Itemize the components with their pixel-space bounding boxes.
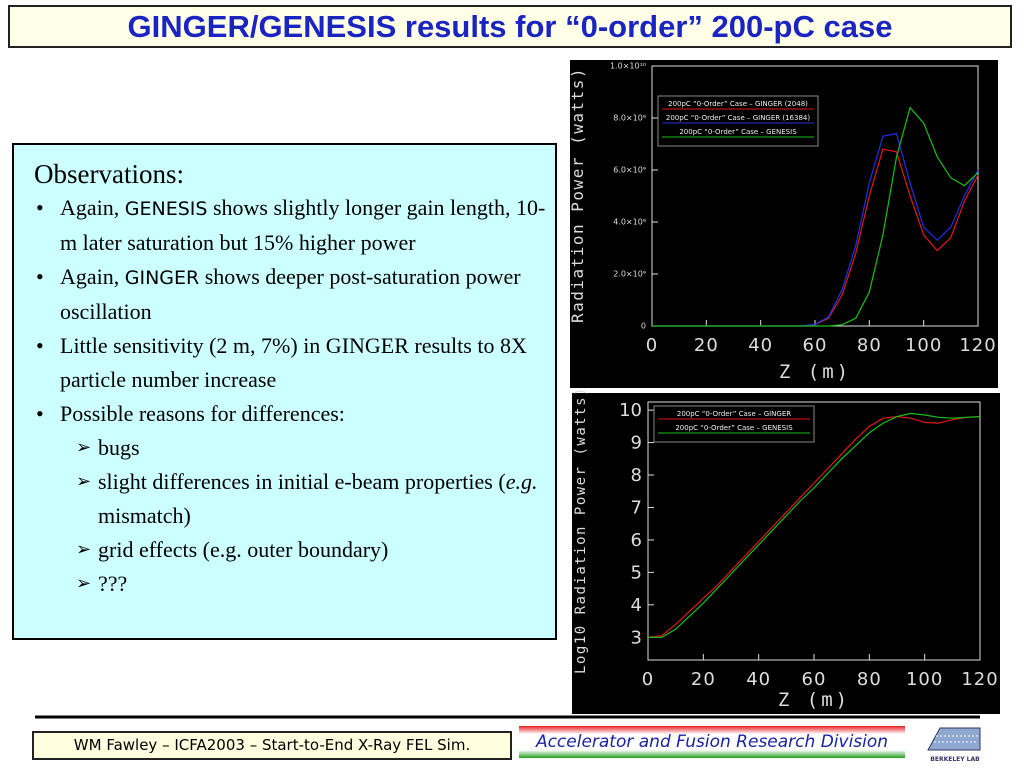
y-axis-label: Log10 Radiation Power (watts) xyxy=(573,386,589,674)
y-tick-label: 6.0×10⁹ xyxy=(613,166,646,175)
x-tick-label: 100 xyxy=(905,335,942,356)
footer-right: Accelerator and Fusion Research Division xyxy=(519,726,905,758)
x-tick-label: 40 xyxy=(746,669,771,690)
bullet: Little sensitivity (2 m, 7%) in GINGER r… xyxy=(34,329,549,397)
y-axis-label: Radiation Power (watts) xyxy=(568,67,587,323)
x-tick-label: 40 xyxy=(748,335,773,356)
sub-bullet: slight differences in initial e-beam pro… xyxy=(34,465,549,533)
series-line xyxy=(648,412,981,638)
y-tick-label: 6 xyxy=(631,530,642,551)
x-tick-label: 20 xyxy=(694,335,719,356)
logo-icon xyxy=(927,727,981,751)
slide-title: GINGER/GENESIS results for “0-order” 200… xyxy=(8,5,1012,48)
logo-text: BERKELEY LAB xyxy=(930,756,980,763)
bullets: Again, GENESIS shows slightly longer gai… xyxy=(34,191,549,601)
series-line xyxy=(652,106,979,327)
y-tick-label: 3 xyxy=(631,627,642,648)
text: Again, xyxy=(60,195,125,220)
sub-bullet: grid effects (e.g. outer boundary) xyxy=(34,533,549,567)
bullet: Again, GENESIS shows slightly longer gai… xyxy=(34,191,549,260)
y-tick-label: 10 xyxy=(619,400,642,421)
sub-bullet: ??? xyxy=(34,567,549,601)
legend-box xyxy=(653,405,815,443)
legend-label: 200pC “0-Order” Case – GENESIS xyxy=(675,424,793,432)
text: e.g. xyxy=(505,469,538,494)
code: GINGER xyxy=(124,267,200,289)
x-tick-label: 80 xyxy=(857,669,882,690)
text: mismatch) xyxy=(98,503,191,528)
logo: BERKELEY LAB xyxy=(920,720,990,764)
x-tick-label: 80 xyxy=(857,335,882,356)
x-tick-label: 60 xyxy=(803,335,828,356)
y-tick-label: 8.0×10⁹ xyxy=(613,114,646,123)
text: slight differences in initial e-beam pro… xyxy=(98,469,506,494)
code: GENESIS xyxy=(124,198,208,220)
text: Little sensitivity (2 m, 7%) in GINGER r… xyxy=(60,333,527,392)
sub-bullet: bugs xyxy=(34,431,549,465)
footer-left: WM Fawley – ICFA2003 – Start-to-End X-Ra… xyxy=(32,731,512,760)
y-tick-label: 4.0×10⁹ xyxy=(613,218,646,227)
legend-label: 200pC “0-Order” Case – GINGER (16384) xyxy=(666,114,810,122)
y-tick-label: 8 xyxy=(631,465,642,486)
bullet: Possible reasons for differences: xyxy=(34,397,549,431)
legend-label: 200pC “0-Order” Case – GINGER (2048) xyxy=(668,100,808,108)
text: bugs xyxy=(98,435,140,460)
text: shows slightly longer gain length, 10-m … xyxy=(60,195,546,255)
y-tick-label: 9 xyxy=(631,433,642,454)
x-axis-label: Z (m) xyxy=(778,689,850,711)
series-line xyxy=(647,415,981,638)
x-tick-label: 120 xyxy=(961,669,998,690)
observations-box: Observations: Again, GENESIS shows sligh… xyxy=(12,143,557,640)
text: ??? xyxy=(98,571,128,596)
x-tick-label: 0 xyxy=(646,335,658,356)
legend-label: 200pC “0-Order” Case – GINGER xyxy=(677,410,791,418)
x-tick-label: 0 xyxy=(642,669,654,690)
y-tick-label: 5 xyxy=(631,562,642,583)
text: shows deeper post-saturation power oscil… xyxy=(60,264,521,324)
legend-box xyxy=(657,95,819,147)
x-tick-label: 100 xyxy=(906,669,943,690)
y-tick-label: 2.0×10⁹ xyxy=(613,270,646,279)
x-tick-label: 20 xyxy=(691,669,716,690)
text: Again, xyxy=(60,264,125,289)
x-axis-label: Z (m) xyxy=(779,361,851,383)
x-tick-label: 60 xyxy=(802,669,827,690)
y-tick-label: 4 xyxy=(631,595,642,616)
x-tick-label: 120 xyxy=(959,335,996,356)
y-tick-label: 7 xyxy=(631,497,642,518)
bullet: Again, GINGER shows deeper post-saturati… xyxy=(34,260,549,329)
legend-label: 200pC “0-Order” Case – GENESIS xyxy=(679,128,797,136)
y-tick-label: 0 xyxy=(641,322,646,331)
heading: Observations: xyxy=(34,159,184,189)
text: Possible reasons for differences: xyxy=(60,401,345,426)
y-tick-label: 1.0×10¹⁰ xyxy=(610,62,646,71)
text: grid effects (e.g. outer boundary) xyxy=(98,537,389,562)
